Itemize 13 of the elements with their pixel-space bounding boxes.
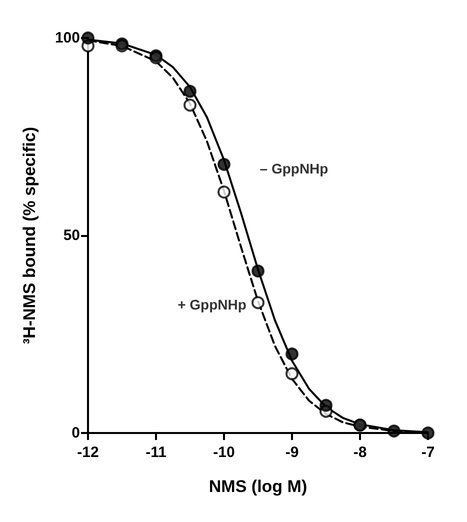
x-axis-title: NMS (log M): [208, 477, 308, 496]
y-axis-title: ³H-NMS bound (% specific): [20, 126, 39, 344]
series-label: + GppNHp: [178, 296, 246, 313]
x-tick-label: -7: [421, 444, 435, 461]
x-tick-label: -8: [353, 444, 367, 461]
x-tick-label: -11: [146, 444, 166, 461]
text: – GppNHp: [260, 160, 328, 176]
x-tick-label: -10: [213, 444, 235, 461]
x-tick-label: -9: [285, 444, 299, 461]
y-tick-label: 0: [72, 424, 80, 442]
x-tick-label: -12: [77, 444, 99, 461]
y-tick-label: 100: [54, 30, 80, 46]
y-tick-label: 50: [63, 227, 80, 244]
